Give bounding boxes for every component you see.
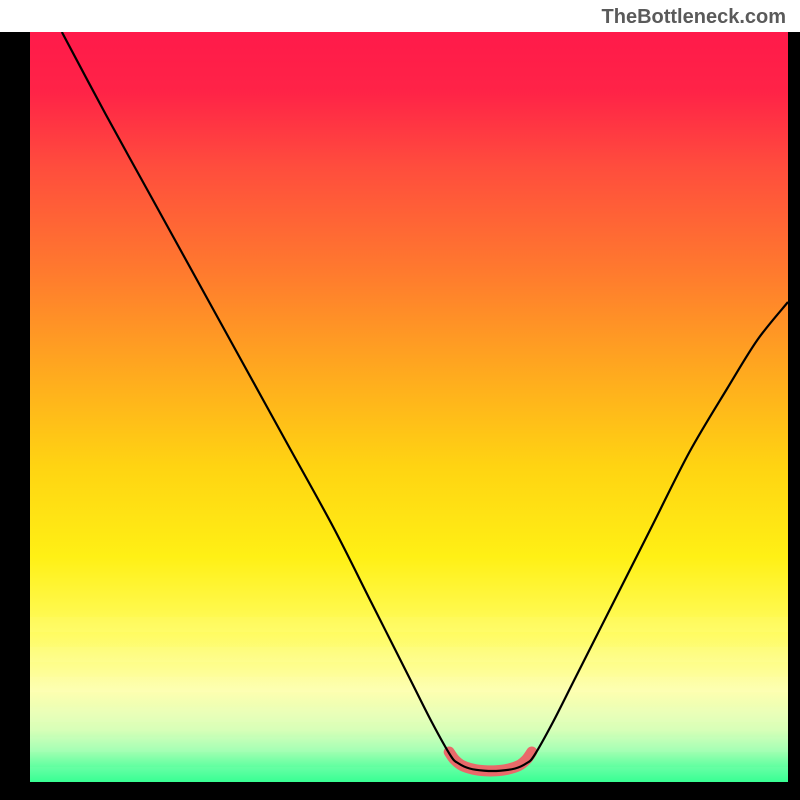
chart-container: TheBottleneck.com bbox=[0, 0, 800, 800]
gradient-background bbox=[30, 32, 788, 782]
bottleneck-chart bbox=[0, 0, 800, 800]
watermark-text: TheBottleneck.com bbox=[602, 6, 786, 29]
